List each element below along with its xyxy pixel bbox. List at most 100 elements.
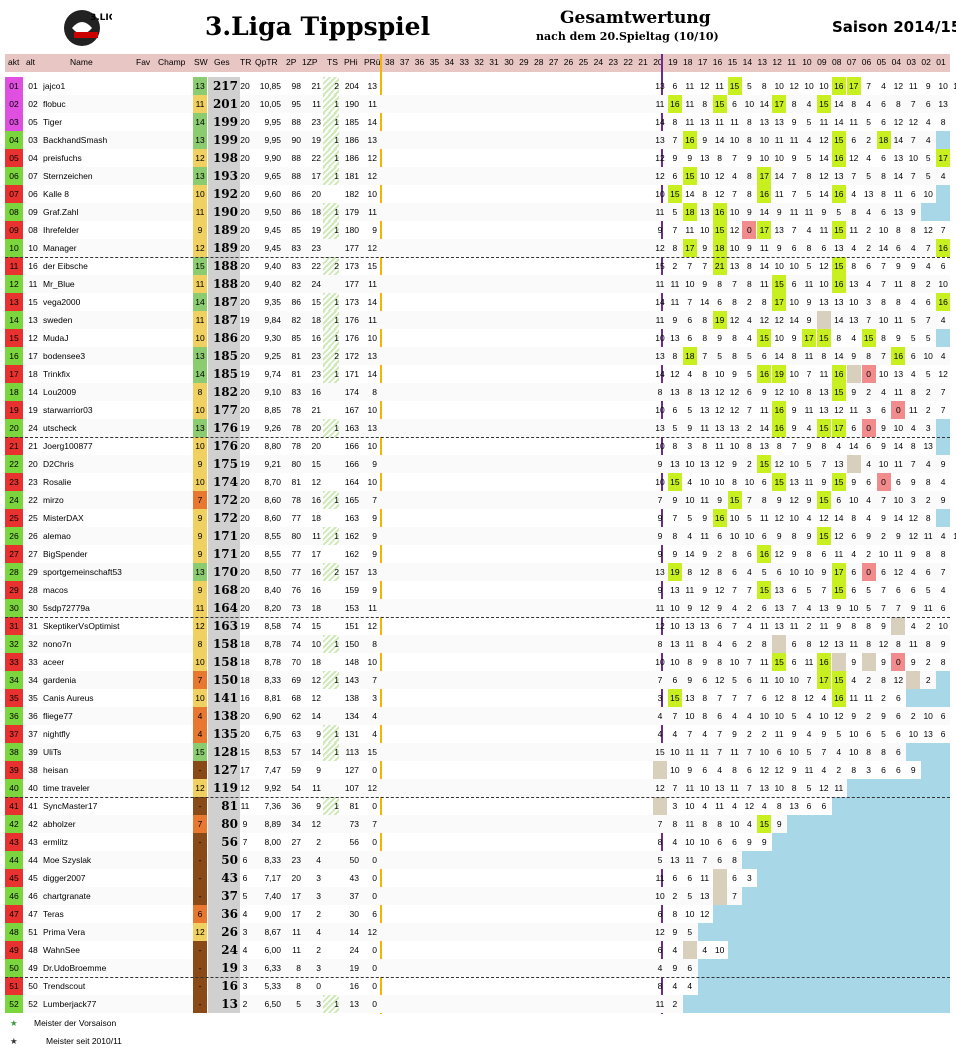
one-zp-value: 23 — [311, 117, 321, 127]
rank-previous: 41 — [28, 801, 38, 811]
player-name[interactable]: Kalle 8 — [43, 189, 69, 199]
matchday-points: 2 — [910, 711, 916, 721]
tr-value: 15 — [240, 747, 250, 757]
player-name[interactable]: digger2007 — [43, 873, 86, 883]
player-name[interactable]: ermlitz — [43, 837, 69, 847]
player-name[interactable]: Graf.Zahl — [43, 207, 79, 217]
matchday-points: 14 — [759, 261, 770, 271]
matchday-points: 11 — [700, 873, 710, 883]
matchday-points: 3 — [866, 405, 871, 415]
player-name[interactable]: MisterDAX — [43, 513, 84, 523]
matchday-points: 8 — [717, 153, 722, 163]
player-name[interactable]: sweden — [43, 315, 73, 325]
matchday-points: 13 — [670, 459, 680, 469]
total-points: 170 — [208, 563, 240, 581]
phi-value: 162 — [344, 549, 359, 559]
player-name[interactable]: utscheck — [43, 423, 77, 433]
matchday-points: 14 — [759, 207, 770, 217]
player-name[interactable]: nightfly — [43, 729, 70, 739]
player-name[interactable]: WahnSee — [43, 945, 81, 955]
player-name[interactable]: Ihrefelder — [43, 225, 79, 235]
player-name[interactable]: aceer — [43, 657, 65, 667]
player-name[interactable]: Tiger — [43, 117, 63, 127]
matchday-points: 11 — [804, 279, 814, 289]
tr-value: 4 — [242, 945, 248, 955]
player-name[interactable]: Teras — [43, 909, 64, 919]
rank-previous: 34 — [28, 675, 38, 685]
player-name[interactable]: MudaJ — [43, 333, 69, 343]
player-name[interactable]: Trinkfix — [43, 369, 71, 379]
matchday-points: 8 — [940, 657, 946, 667]
rank-current: 06 — [5, 167, 23, 185]
player-name[interactable]: sportgemeinschaft53 — [43, 567, 122, 577]
player-name[interactable]: Lumberjack77 — [43, 999, 97, 1009]
rank-current: 37 — [5, 725, 23, 743]
player-name[interactable]: flobuc — [43, 99, 66, 109]
player-name[interactable]: SkeptikerVsOptimist — [43, 621, 120, 631]
player-name[interactable]: Sternzeichen — [43, 171, 93, 181]
table-row: 48 51 Prima Vera 12 26 3 8,67 11 4 14 12 12 9 5 — [5, 923, 950, 941]
player-name[interactable]: alemao — [43, 531, 71, 541]
player-name[interactable]: Mr_Blue — [43, 279, 75, 289]
matchday-points: 7 — [732, 585, 737, 595]
player-name[interactable]: Joerg100877 — [43, 441, 93, 451]
matchday-points: 7 — [940, 405, 946, 415]
matchday-points: 10 — [819, 711, 829, 721]
player-name[interactable]: Dr.UdoBroemme — [43, 963, 107, 973]
player-name[interactable]: jajco1 — [43, 81, 66, 91]
matchday-points: 11 — [893, 459, 903, 469]
rank-previous: 19 — [28, 405, 38, 415]
matchday-points: 7 — [657, 819, 663, 829]
matchday-points: 11 — [670, 297, 680, 307]
rank-current: 18 — [5, 383, 23, 401]
player-name[interactable]: SyncMaster17 — [43, 801, 98, 811]
player-name[interactable]: preisfuchs — [43, 153, 82, 163]
player-name[interactable]: mirzo — [43, 495, 64, 505]
player-name[interactable]: Moe Szyslak — [43, 855, 92, 865]
tr-value: 19 — [240, 459, 250, 469]
matchday-points: 18 — [876, 131, 891, 149]
player-name[interactable]: Rosalie — [43, 477, 72, 487]
sw-value: 10 — [193, 689, 207, 707]
player-name[interactable]: D2Chris — [43, 459, 74, 469]
player-name[interactable]: Trendscout — [43, 981, 86, 991]
table-row: 36 36 fliege77 4 138 20 6,90 62 14 134 4 4 7 10 8 6 4 4 10… — [5, 707, 950, 725]
player-name[interactable]: time traveler — [43, 783, 90, 793]
qptr-value: 9,65 — [264, 171, 281, 181]
player-name[interactable]: fliege77 — [43, 711, 73, 721]
tr-value: 20 — [240, 603, 250, 613]
two-point-value: 34 — [291, 819, 301, 829]
sw-value: 13 — [193, 77, 207, 95]
matchday-points: 2 — [881, 693, 886, 703]
table-row: 05 04 preisfuchs 12 198 20 9,90 88 22 1 186 12 12 9 9 1… — [5, 149, 951, 167]
matchday-points: 8 — [747, 171, 752, 181]
matchday-points: 13 — [670, 639, 680, 649]
player-name[interactable]: Canis Aureus — [43, 693, 94, 703]
player-name[interactable]: BigSpender — [43, 549, 88, 559]
qptr-value: 9,26 — [264, 423, 281, 433]
one-zp-value: 16 — [311, 567, 321, 577]
player-name[interactable]: chartgranate — [43, 891, 91, 901]
player-name[interactable]: starwarrior03 — [43, 405, 93, 415]
player-name[interactable]: vega2000 — [43, 297, 81, 307]
player-name[interactable]: macos — [43, 585, 69, 595]
matchday-points: 5 — [836, 729, 842, 739]
player-name[interactable]: nono7n — [43, 639, 72, 649]
total-points: 189 — [208, 221, 240, 239]
player-name[interactable]: Lou2009 — [43, 387, 77, 397]
player-name[interactable]: Prima Vera — [43, 927, 86, 937]
empty-matchdays — [697, 959, 950, 977]
player-name[interactable]: BackhandSmash — [43, 135, 108, 145]
player-name[interactable]: UliTs — [43, 747, 62, 757]
qptr-value: 9,45 — [264, 243, 281, 253]
player-name[interactable]: 5sdp72779a — [43, 603, 90, 613]
two-point-value: 59 — [291, 765, 301, 775]
matchday-points: 8 — [881, 171, 886, 181]
player-name[interactable]: abholzer — [43, 819, 76, 829]
player-name[interactable]: bodensee3 — [43, 351, 86, 361]
matchday-points: 17 — [846, 77, 861, 95]
player-name[interactable]: gardenia — [43, 675, 77, 685]
player-name[interactable]: heisan — [43, 765, 69, 775]
player-name[interactable]: der Eibsche — [43, 261, 88, 271]
player-name[interactable]: Manager — [43, 243, 77, 253]
